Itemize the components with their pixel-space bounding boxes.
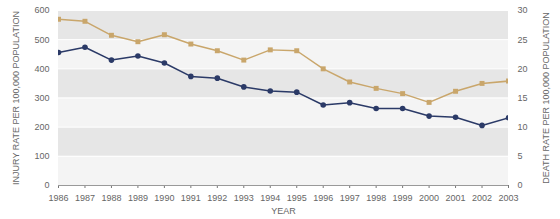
svg-text:1996: 1996 xyxy=(313,193,333,203)
svg-text:1991: 1991 xyxy=(181,193,201,203)
svg-text:100: 100 xyxy=(34,151,49,161)
svg-text:1997: 1997 xyxy=(340,193,360,203)
svg-text:1994: 1994 xyxy=(260,193,280,203)
html-text:Deaths (right-hand scale): Deaths (right-hand scale) xyxy=(130,114,243,126)
svg-text:1993: 1993 xyxy=(234,193,254,203)
html-text:Injuries: Injuries xyxy=(130,98,163,110)
svg-text:1990: 1990 xyxy=(154,193,174,203)
svg-text:5: 5 xyxy=(518,151,523,161)
svg-text:300: 300 xyxy=(34,93,49,103)
svg-text:1988: 1988 xyxy=(101,193,121,203)
svg-text:400: 400 xyxy=(34,64,49,74)
svg-text:2003: 2003 xyxy=(498,193,518,203)
svg-text:1987: 1987 xyxy=(75,193,95,203)
svg-text:1999: 1999 xyxy=(393,193,413,203)
svg-text:2000: 2000 xyxy=(419,193,439,203)
svg-text:1995: 1995 xyxy=(287,193,307,203)
svg-text:YEAR: YEAR xyxy=(271,206,296,216)
svg-text:20: 20 xyxy=(518,64,528,74)
svg-text:1986: 1986 xyxy=(48,193,68,203)
svg-text:600: 600 xyxy=(34,5,49,15)
svg-text:30: 30 xyxy=(518,5,528,15)
svg-text:1998: 1998 xyxy=(366,193,386,203)
svg-text:2002: 2002 xyxy=(472,193,492,203)
svg-text:15: 15 xyxy=(518,93,528,103)
svg-text:1989: 1989 xyxy=(128,193,148,203)
svg-text:10: 10 xyxy=(518,122,528,132)
svg-text:500: 500 xyxy=(34,35,49,45)
svg-text:0: 0 xyxy=(518,180,523,190)
svg-text:0: 0 xyxy=(44,180,49,190)
svg-text:INJURY RATE PER 100,000 POPULA: INJURY RATE PER 100,000 POPULATION xyxy=(11,11,21,185)
svg-text:DEATH RATE PER 100,000 POPULAT: DEATH RATE PER 100,000 POPULATION xyxy=(541,12,551,184)
svg-text:2001: 2001 xyxy=(446,193,466,203)
svg-text:25: 25 xyxy=(518,35,528,45)
svg-text:1992: 1992 xyxy=(207,193,227,203)
svg-text:200: 200 xyxy=(34,122,49,132)
